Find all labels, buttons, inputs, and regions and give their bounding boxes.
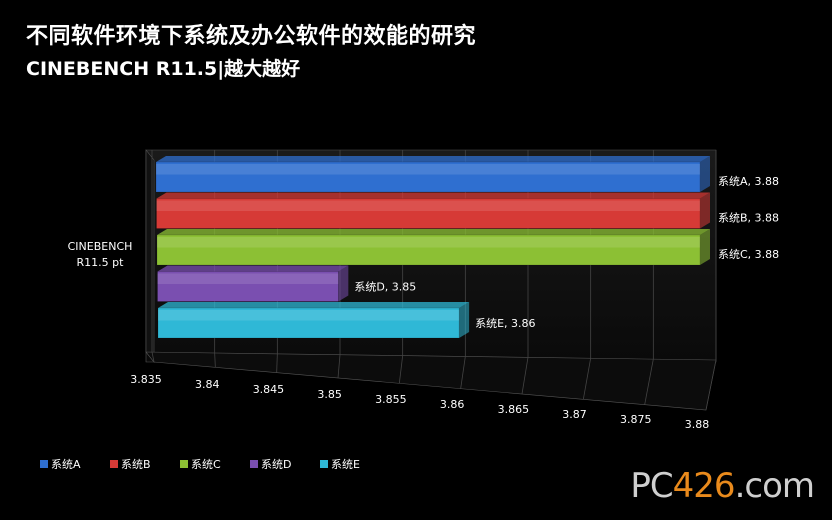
legend-swatch [180,460,188,468]
tick-label: 3.875 [620,413,652,426]
legend-swatch [40,460,48,468]
bar-系统D [157,265,349,302]
data-label: 系统E, 3.86 [475,317,535,330]
grid-line-floor [151,351,155,363]
tick-label: 3.86 [440,398,465,411]
grid-line-floor [398,355,404,384]
bar-front [157,271,339,302]
tick-label: 3.845 [253,383,285,396]
legend-label: 系统B [121,458,151,471]
grid-line-floor [644,359,654,405]
grid-line-floor [337,354,341,379]
bar-front [157,307,460,339]
grid-line-floor [582,358,592,400]
bar-系统C [156,229,710,266]
tick-label: 3.88 [685,418,710,431]
grid-line-floor [276,353,278,373]
legend-label: 系统A [51,458,81,471]
category-label-line2: R11.5 pt [77,256,125,269]
tick-labels: 3.835 3.84 3.845 3.85 3.855 3.86 3.865 3.87 3.87… [130,373,709,431]
data-label: 系统C, 3.88 [718,248,779,261]
data-label: 系统A, 3.88 [718,175,779,188]
tick-label: 3.85 [317,388,342,401]
legend-item: 系统A [40,456,110,472]
tick-label: 3.87 [562,408,587,421]
chart-title: 不同软件环境下系统及办公软件的效能的研究 [26,24,477,49]
grid-line-floor [460,356,466,389]
bar-front [155,161,701,193]
tick-label: 3.865 [498,403,530,416]
chart-subtitle: CINEBENCH R11.5|越大越好 [26,58,301,80]
tick-label: 3.855 [375,393,407,406]
legend-label: 系统C [191,458,221,471]
legend: 系统A 系统B 系统C 系统D 系统E [40,456,390,472]
tick-label: 3.84 [195,378,220,391]
bar-front [156,234,701,266]
legend-swatch [320,460,328,468]
bar-front [156,198,701,229]
legend-label: 系统E [331,458,360,471]
legend-item: 系统D [250,456,320,472]
tick-label: 3.835 [130,373,162,386]
watermark-logo: PC426.com [630,466,815,506]
legend-item: 系统E [320,456,390,472]
data-labels: 系统A, 3.88 系统B, 3.88 系统C, 3.88 系统D, 3.85 系统E,… [354,175,779,330]
legend-item: 系统C [180,456,250,472]
data-label: 系统D, 3.85 [354,281,416,294]
legend-label: 系统D [261,458,292,471]
bar-系统A [155,156,710,193]
legend-swatch [250,460,258,468]
legend-swatch [110,460,118,468]
grid-line-floor [705,359,717,411]
side-wall [145,149,155,363]
bars-group [155,156,710,339]
grid-line-floor [521,357,529,395]
grid-line-floor [214,352,216,368]
legend-item: 系统B [110,456,180,472]
floor [145,351,717,411]
bar-系统B [156,192,710,229]
category-label: CINEBENCH [68,240,133,253]
bar-系统E [157,302,470,339]
data-label: 系统B, 3.88 [718,212,779,225]
